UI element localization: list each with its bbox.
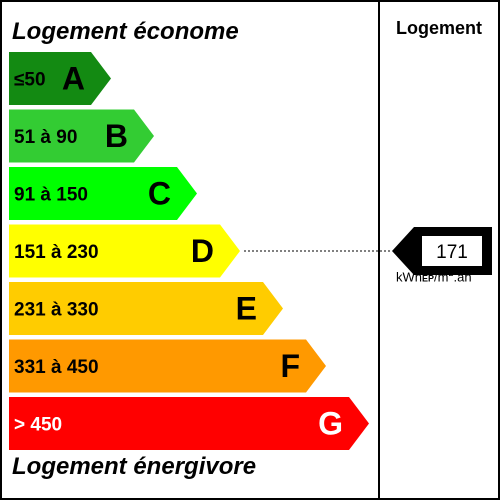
class-letter: G (318, 406, 343, 442)
class-letter: A (62, 61, 85, 97)
unit-label: kWhEP/m2.an (396, 268, 472, 285)
class-range-label: 51 à 90 (14, 127, 77, 148)
energy-class-d: 151 à 230 D (9, 224, 240, 278)
energy-class-e: 231 à 330 E (9, 282, 283, 335)
class-arrow (9, 109, 154, 163)
class-range-label: 331 à 450 (14, 357, 99, 378)
class-arrow (9, 282, 283, 335)
class-letter: C (148, 176, 171, 212)
energy-intensive-label: Logement énergivore (12, 453, 257, 480)
class-letter: D (191, 233, 214, 269)
energy-class-b: 51 à 90 B (9, 109, 154, 163)
class-range-label: 231 à 330 (14, 300, 99, 321)
class-arrow (9, 397, 369, 450)
class-arrow (9, 224, 240, 278)
energy-class-a: ≤50 A (9, 52, 111, 105)
rating-value-box (422, 236, 482, 266)
energy-class-c: 91 à 150 C (9, 167, 197, 220)
energy-class-f: 331 à 450 F (9, 339, 326, 393)
class-range-label: 151 à 230 (14, 242, 99, 263)
class-letter: E (236, 291, 257, 327)
rating-value: 171 (436, 242, 468, 263)
class-range-label: 91 à 150 (14, 185, 88, 206)
economical-label: Logement économe (12, 18, 239, 45)
class-range-label: ≤50 (14, 70, 46, 91)
class-letter: F (280, 348, 300, 384)
class-arrow (9, 52, 111, 105)
energy-class-g: > 450 G (9, 397, 369, 450)
logement-column-title: Logement (395, 18, 482, 38)
class-arrow (9, 339, 326, 393)
class-range-label: > 450 (14, 415, 62, 436)
column-divider (378, 0, 380, 500)
class-arrow (9, 167, 197, 220)
class-letter: B (105, 118, 128, 154)
